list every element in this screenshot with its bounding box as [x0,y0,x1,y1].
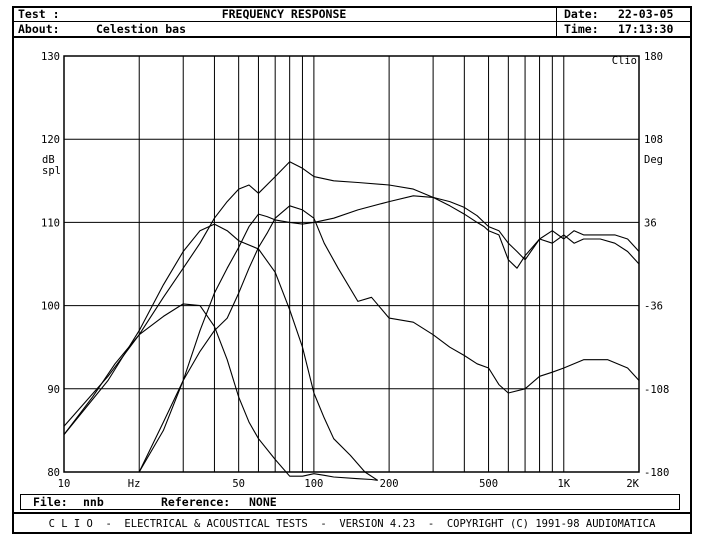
x-tick-label: 2K [626,478,639,490]
file-value: nnb [83,495,104,509]
x-tick-label: 500 [479,478,498,490]
copyright-text: C L I O - ELECTRICAL & ACOUSTICAL TESTS … [48,518,656,530]
series-line-4 [63,161,640,427]
x-tick-label: 200 [380,478,399,490]
test-label: Test : [18,7,60,21]
clio-window [12,6,692,534]
y2-tick-label: 36 [644,217,657,229]
header-separator [556,6,557,36]
y2-tick-label: -108 [644,384,669,396]
series-line-5 [138,195,640,473]
series-line-2 [63,223,378,481]
time-value: 17:13:30 [618,22,674,36]
date-label: Date: [564,7,599,21]
about-value: Celestion bas [96,22,187,36]
y-tick-label: 110 [41,217,60,229]
y2-axis-label: Deg [644,154,663,166]
y2-tick-label: -180 [644,467,669,479]
x-tick-label: 10 [58,478,71,490]
status-footer: C L I O - ELECTRICAL & ACOUSTICAL TESTS … [12,512,692,534]
y-tick-label: 80 [47,467,60,479]
y2-tick-label: 180 [644,51,663,63]
x-tick-label: 100 [304,478,323,490]
y-axis-label: spl [42,165,61,177]
y-tick-label: 120 [41,134,60,146]
x-tick-label: 1K [557,478,570,490]
corner-label: Clio [612,55,637,67]
reference-value: NONE [249,495,277,509]
series-line-1 [63,303,378,481]
file-label: File: [33,495,68,509]
x-tick-label: 50 [232,478,245,490]
y-tick-label: 90 [47,384,60,396]
file-info-box: File: nnb Reference: NONE [20,494,680,510]
y-tick-label: 130 [41,51,60,63]
reference-label: Reference: [161,495,231,509]
about-label: About: [18,22,60,36]
x-axis-label: Hz [128,478,141,490]
y-axis-label: dB [42,154,55,166]
date-value: 22-03-05 [618,7,674,21]
header-bar: Test : FREQUENCY RESPONSE About: Celesti… [12,6,692,38]
header-divider [12,21,692,22]
y-tick-label: 100 [41,301,60,313]
y2-tick-label: -36 [644,301,663,313]
time-label: Time: [564,22,599,36]
page-title: FREQUENCY RESPONSE [221,7,347,21]
series-line-3 [138,205,640,473]
y2-tick-label: 108 [644,134,663,146]
